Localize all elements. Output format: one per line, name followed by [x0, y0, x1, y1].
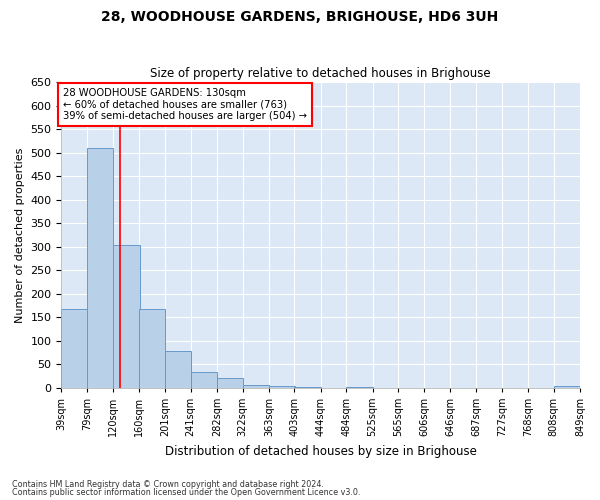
- Y-axis label: Number of detached properties: Number of detached properties: [15, 147, 25, 322]
- Text: 28, WOODHOUSE GARDENS, BRIGHOUSE, HD6 3UH: 28, WOODHOUSE GARDENS, BRIGHOUSE, HD6 3U…: [101, 10, 499, 24]
- Bar: [346, 386, 373, 388]
- Bar: [87, 148, 113, 388]
- Bar: [269, 386, 295, 388]
- Bar: [191, 372, 217, 388]
- Bar: [165, 351, 191, 388]
- X-axis label: Distribution of detached houses by size in Brighouse: Distribution of detached houses by size …: [165, 444, 476, 458]
- Text: Contains HM Land Registry data © Crown copyright and database right 2024.: Contains HM Land Registry data © Crown c…: [12, 480, 324, 489]
- Bar: [113, 245, 140, 388]
- Bar: [61, 309, 88, 388]
- Bar: [139, 309, 165, 388]
- Text: 28 WOODHOUSE GARDENS: 130sqm
← 60% of detached houses are smaller (763)
39% of s: 28 WOODHOUSE GARDENS: 130sqm ← 60% of de…: [64, 88, 307, 121]
- Bar: [242, 386, 269, 388]
- Text: Contains public sector information licensed under the Open Government Licence v3: Contains public sector information licen…: [12, 488, 361, 497]
- Bar: [217, 378, 243, 388]
- Bar: [295, 386, 321, 388]
- Bar: [554, 386, 580, 388]
- Title: Size of property relative to detached houses in Brighouse: Size of property relative to detached ho…: [151, 66, 491, 80]
